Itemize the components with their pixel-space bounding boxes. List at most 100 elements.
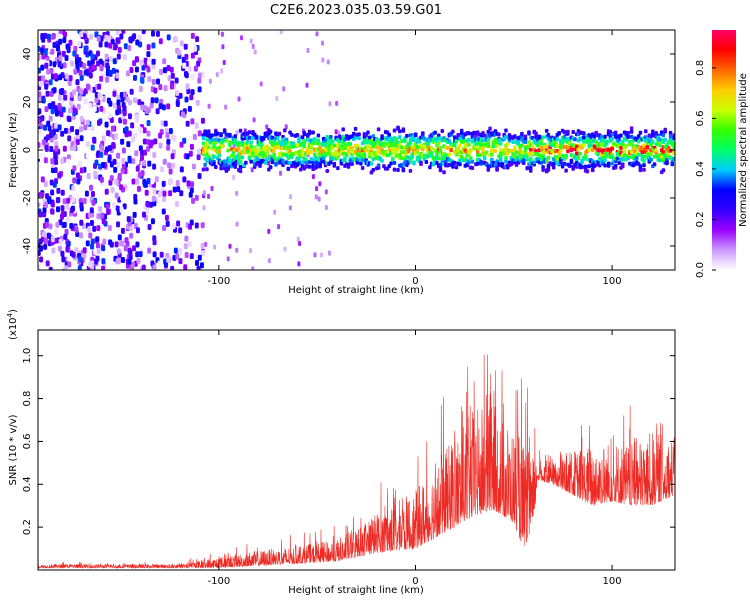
spectrogram-cell [313, 137, 317, 142]
spectrogram-cell [76, 103, 81, 110]
spectrogram-cell [539, 160, 544, 165]
spectrogram-cell [63, 94, 68, 101]
spectrogram-cell [559, 145, 563, 150]
spectrogram-cell [295, 132, 299, 137]
spectrogram-cell [50, 201, 55, 208]
spectrogram-cell [582, 131, 586, 136]
spectrogram-cell [284, 140, 289, 145]
spectrogram-cell [43, 243, 48, 250]
spectrogram-cell [71, 185, 76, 192]
spectrogram-cell [272, 148, 276, 153]
spectrogram-cell [151, 30, 156, 37]
spectrogram-cell [440, 129, 445, 134]
spectrogram-cell [636, 152, 641, 157]
spectrogram-cell [573, 137, 577, 142]
spectrogram-cell [279, 170, 283, 176]
spectrogram-cell [259, 81, 263, 87]
spectrogram-cell [319, 252, 323, 258]
spectrogram-cell [190, 118, 195, 125]
spectrogram-cell [367, 135, 372, 140]
spectrogram-cell [38, 129, 43, 136]
spectrogram-cell [661, 168, 666, 173]
spectrogram-cell [228, 140, 232, 145]
spectrogram-cell [428, 165, 432, 170]
spectrogram-cell [128, 254, 133, 261]
spectrogram-cell [300, 160, 305, 165]
spectrogram-cell [119, 92, 124, 99]
spectrogram-cell [672, 135, 675, 140]
spectrogram-cell [202, 190, 206, 196]
spectrogram-cell [131, 178, 136, 185]
spectrogram-cell [238, 128, 243, 133]
spectrogram-cell [175, 101, 180, 108]
spectrogram-cell [298, 167, 303, 172]
spectrogram-cell [169, 83, 174, 90]
spectrogram-cell [135, 39, 140, 46]
spectrogram-cell [163, 120, 168, 127]
spectrogram-cell [410, 155, 414, 160]
spectrogram-cell [555, 144, 560, 149]
spectrogram-cell [46, 134, 51, 141]
spectrogram-cell [182, 176, 187, 183]
spectrogram-cell [97, 83, 102, 90]
spectrogram-cell [137, 34, 142, 41]
spectrogram-cell [166, 65, 171, 72]
spectrogram-cell [498, 158, 503, 163]
spectrogram-cell [215, 72, 219, 78]
spectrogram-cell [70, 126, 75, 133]
spectrogram-cell [212, 161, 216, 166]
spectrogram-cell [122, 54, 127, 61]
spectrogram-cell [115, 258, 120, 265]
spectrogram-cell [88, 66, 93, 73]
spectrogram-cell [445, 145, 450, 150]
spectrogram-cell [90, 243, 95, 250]
spectrogram-cell [52, 61, 57, 68]
spectrogram-cell [55, 197, 60, 204]
spectrogram-cell [486, 144, 491, 149]
spectrogram-cell [117, 108, 122, 115]
spectrogram-cell [64, 55, 69, 62]
spectrogram-cell [43, 32, 48, 39]
spectrogram-cell [133, 198, 138, 205]
spectrogram-cell [398, 135, 402, 140]
spectrogram-cell [249, 38, 253, 44]
spectrogram-cell [592, 134, 597, 139]
spectrogram-cell [184, 96, 189, 103]
spectrogram-cell [88, 261, 93, 268]
spectrogram-cell [590, 147, 595, 152]
spectrogram-cell [208, 78, 212, 84]
spectrogram-cell [184, 235, 189, 242]
spectrogram-cell [146, 130, 151, 137]
spectrogram-cell [163, 85, 168, 92]
spectrogram-cell [196, 154, 201, 161]
spectrogram-cell [62, 37, 67, 44]
colorbar-ticks: 0.0 0.2 0.4 0.6 0.8 [695, 60, 716, 278]
spectrogram-cell [38, 91, 42, 98]
spectrogram-cell [438, 149, 443, 154]
spectrogram-cell [513, 145, 517, 150]
spectrogram-cell [148, 142, 153, 149]
spectrogram-cell [64, 229, 69, 236]
spectrogram-cell [94, 97, 99, 104]
spectrogram-cell [104, 53, 109, 60]
spectrogram-cell [176, 186, 181, 193]
spectrogram-cell [79, 126, 84, 133]
spectrogram-cell [105, 62, 110, 69]
spectrogram-cell [91, 199, 96, 206]
spectrogram-cell [171, 215, 176, 222]
spectrogram-cell [194, 222, 199, 229]
spectrogram-cell [57, 124, 62, 131]
spectrogram-cell [89, 184, 94, 191]
spectrogram-cell [392, 128, 397, 133]
spectrogram-cell [150, 218, 155, 225]
spectrogram-cell [394, 153, 399, 158]
spectrogram-cell [38, 118, 41, 125]
spectrogram-cell [62, 62, 67, 69]
spectrogram-cell [212, 144, 216, 149]
spectrogram-cell [621, 164, 625, 169]
spectrogram-cell [162, 158, 167, 165]
spectrogram-cell [150, 97, 155, 104]
spectrogram-cell [213, 244, 217, 250]
spectrogram-cell [613, 132, 618, 137]
